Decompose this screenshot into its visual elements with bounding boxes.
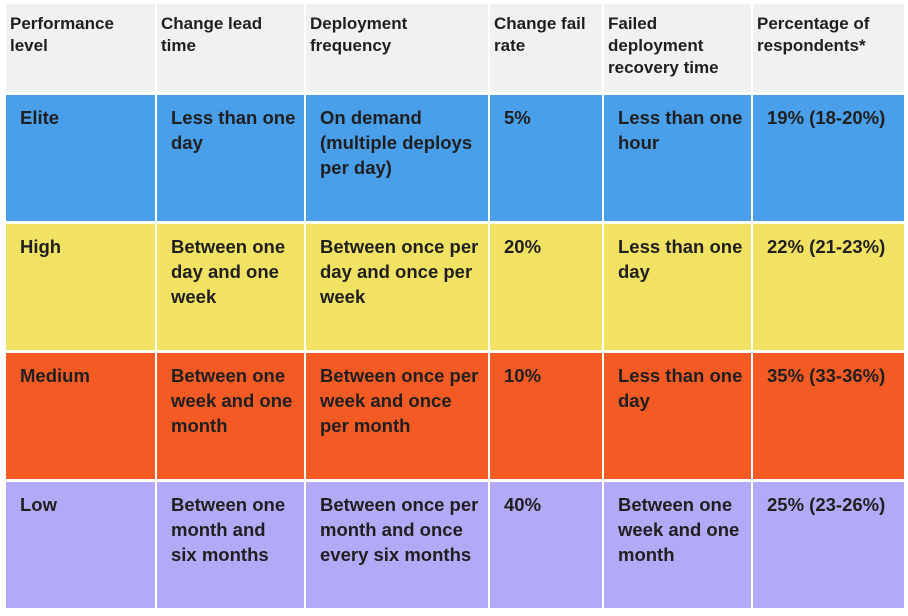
- table-cell: Between one week and one month: [157, 353, 304, 479]
- header-cell: Change lead time: [157, 4, 304, 92]
- level-cell: Medium: [6, 353, 155, 479]
- table-cell: 35% (33-36%): [753, 353, 904, 479]
- header-cell: Performance level: [6, 4, 155, 92]
- table-cell: Between once per month and once every si…: [306, 482, 488, 608]
- header-cell: Failed deployment recovery time: [604, 4, 751, 92]
- table-cell: 19% (18-20%): [753, 95, 904, 221]
- header-cell: Change fail rate: [490, 4, 602, 92]
- table-cell: 40%: [490, 482, 602, 608]
- level-cell: High: [6, 224, 155, 350]
- table-cell: Less than one day: [157, 95, 304, 221]
- table-cell: Between once per week and once per month: [306, 353, 488, 479]
- table-cell: Less than one day: [604, 353, 751, 479]
- header-cell: Percentage of respondents*: [753, 4, 904, 92]
- table-cell: 20%: [490, 224, 602, 350]
- table-cell: Between one month and six months: [157, 482, 304, 608]
- level-cell: Low: [6, 482, 155, 608]
- performance-table: Performance level Change lead time Deploym…: [6, 4, 906, 608]
- table-cell: Between one day and one week: [157, 224, 304, 350]
- table-cell: Between one week and one month: [604, 482, 751, 608]
- table-cell: 10%: [490, 353, 602, 479]
- table-cell: 5%: [490, 95, 602, 221]
- table-cell: 25% (23-26%): [753, 482, 904, 608]
- header-cell: Deployment frequency: [306, 4, 488, 92]
- table-cell: Between once per day and once per week: [306, 224, 488, 350]
- table-cell: On demand (multiple deploys per day): [306, 95, 488, 221]
- table-cell: 22% (21-23%): [753, 224, 904, 350]
- level-cell: Elite: [6, 95, 155, 221]
- table-cell: Less than one day: [604, 224, 751, 350]
- table-cell: Less than one hour: [604, 95, 751, 221]
